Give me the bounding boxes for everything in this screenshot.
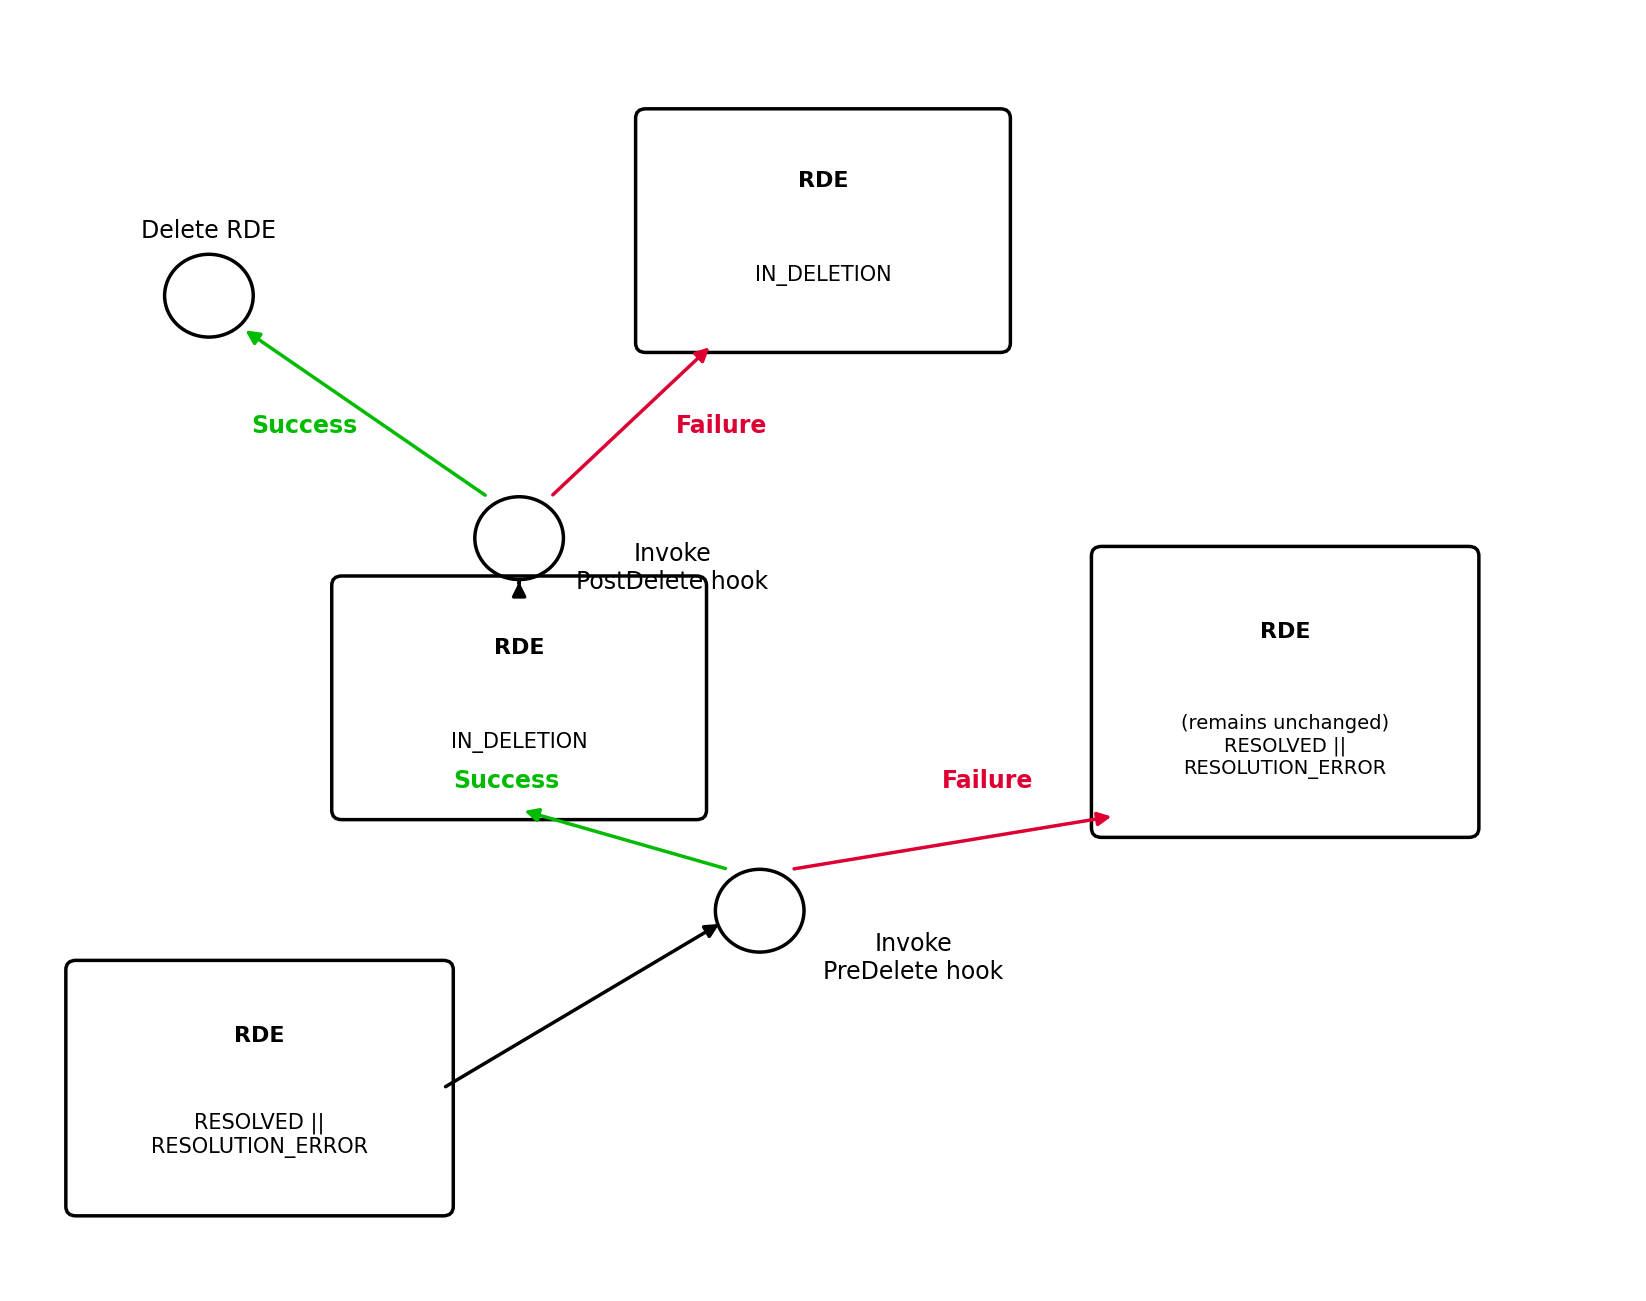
Text: Failure: Failure (942, 769, 1034, 792)
Text: Invoke
PostDelete hook: Invoke PostDelete hook (576, 541, 769, 593)
Text: Success: Success (453, 769, 560, 792)
FancyBboxPatch shape (66, 960, 453, 1216)
Text: Delete RDE: Delete RDE (142, 219, 277, 242)
FancyBboxPatch shape (1091, 546, 1478, 838)
Text: RDE: RDE (494, 639, 545, 658)
FancyBboxPatch shape (635, 109, 1011, 353)
Text: RDE: RDE (234, 1026, 285, 1046)
Text: RDE: RDE (1259, 622, 1310, 643)
Text: (remains unchanged)
RESOLVED ||
RESOLUTION_ERROR: (remains unchanged) RESOLVED || RESOLUTI… (1182, 714, 1389, 778)
Text: Failure: Failure (677, 414, 767, 437)
Text: RDE: RDE (798, 172, 848, 191)
Text: Invoke
PreDelete hook: Invoke PreDelete hook (823, 932, 1004, 984)
FancyBboxPatch shape (332, 576, 706, 820)
Text: IN_DELETION: IN_DELETION (754, 265, 892, 286)
Text: RESOLVED ||
RESOLUTION_ERROR: RESOLVED || RESOLUTION_ERROR (151, 1112, 369, 1158)
Text: Success: Success (250, 414, 357, 437)
Text: IN_DELETION: IN_DELETION (451, 732, 588, 753)
